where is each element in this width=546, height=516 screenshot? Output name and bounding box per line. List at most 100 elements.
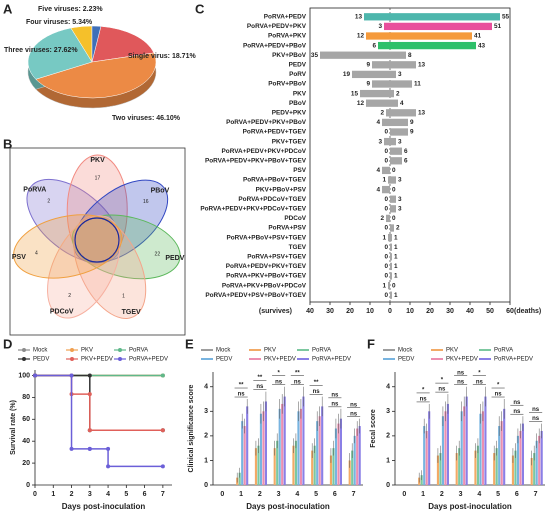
bar: [390, 109, 416, 117]
value-label: 0: [384, 263, 388, 270]
category-label: PoRVA+PEDV+PBoV: [243, 42, 307, 49]
bar: [388, 176, 390, 184]
bar: [278, 408, 281, 485]
bar: [441, 416, 444, 485]
panel-label: A: [3, 1, 13, 16]
bar: [533, 453, 536, 485]
pie-label: Single virus: 18.71%: [128, 53, 196, 60]
bar: [299, 408, 302, 485]
significance-label: ns: [275, 379, 283, 385]
bar: [390, 89, 394, 98]
bar: [334, 428, 337, 485]
x-tick-label: 5: [124, 491, 128, 498]
significance-label: ns: [420, 397, 428, 403]
value-label: 3: [378, 138, 382, 145]
bar: [254, 448, 257, 485]
bar: [390, 205, 396, 213]
x-tick-label: 40: [306, 308, 314, 315]
x-tick-label: 4: [106, 491, 110, 498]
bar: [500, 421, 503, 485]
value-label: 1: [394, 234, 398, 241]
bar: [390, 233, 392, 242]
x-tick-label: 2: [440, 491, 444, 498]
y-tick-label: 4: [204, 384, 208, 391]
venn-set-label: PDCoV: [50, 309, 74, 316]
venn-set-label: PoRVA: [23, 186, 46, 193]
survival-line: [35, 374, 163, 431]
x-tick-label: 7: [352, 491, 356, 498]
legend-marker: [70, 357, 74, 361]
venn-count: 2: [47, 198, 50, 204]
value-label: 19: [343, 71, 351, 78]
significance-label: ns: [331, 401, 339, 407]
value-label: 0: [384, 196, 388, 203]
bar: [493, 453, 496, 485]
bar: [351, 450, 354, 485]
y-tick-label: 60: [22, 416, 30, 423]
bar: [353, 435, 356, 485]
category-label: PoRVA+PKV+PBoV+TGEV: [226, 273, 307, 280]
bar: [455, 453, 458, 485]
bar: [530, 457, 533, 485]
significance-label: ns: [513, 409, 521, 415]
category-label: PKV: [293, 90, 307, 97]
bar: [358, 426, 361, 485]
value-label: 4: [400, 100, 404, 107]
point: [87, 428, 92, 433]
significance-label: **: [239, 383, 244, 389]
bar: [283, 396, 286, 485]
bar: [386, 214, 390, 223]
bar: [348, 460, 351, 485]
legend-label: PoRVA: [129, 348, 148, 354]
bar: [388, 281, 390, 290]
x-axis-title: Days post-inoculation: [62, 502, 146, 511]
legend-label: PoRVA: [494, 348, 513, 354]
bar: [386, 109, 390, 117]
significance-label: ns: [331, 392, 339, 398]
bar: [366, 99, 390, 107]
bar: [514, 450, 517, 485]
x-axis-label: (deaths): [514, 308, 541, 315]
category-label: PoRVA+PEDV+PKV+PDCoV: [222, 148, 307, 155]
category-label: TGEV: [289, 244, 307, 251]
significance-label: ns: [532, 407, 540, 413]
x-tick-label: 30: [446, 308, 454, 315]
value-label: 13: [418, 61, 426, 68]
value-label: 1: [394, 253, 398, 260]
category-label: PoRVA+PEDV+PKV: [247, 23, 307, 30]
y-axis-title: Survival rate (%): [10, 400, 17, 455]
y-tick-label: 2: [204, 433, 208, 440]
significance-label: ns: [438, 387, 446, 393]
category-label: PoRVA+PKV+PBoV+PDCoV: [222, 282, 307, 289]
value-label: 0: [384, 129, 388, 136]
significance-label: ns: [495, 392, 503, 398]
y-tick-label: 80: [22, 394, 30, 401]
value-label: 9: [366, 81, 370, 88]
point: [160, 428, 165, 433]
value-label: 1: [382, 177, 386, 184]
bar: [498, 426, 501, 485]
category-label: PoRVA+PBoV+PSV+TGEV: [227, 234, 307, 241]
value-label: 0: [384, 273, 388, 280]
value-label: 4: [376, 119, 380, 126]
legend-swatch: [201, 358, 213, 360]
bar: [390, 253, 392, 261]
significance-label: ns: [313, 389, 321, 395]
value-label: 1: [382, 234, 386, 241]
value-label: 4: [376, 167, 380, 174]
venn-count: 1: [122, 293, 125, 299]
bar: [302, 396, 305, 485]
legend-swatch: [431, 349, 443, 351]
bar: [390, 61, 416, 69]
bar: [273, 448, 276, 485]
category-label: PoRVA+PEDV+PKV+TGEV: [226, 263, 307, 270]
legend-label: PEDV: [33, 357, 49, 363]
bar: [390, 137, 396, 146]
venn-set-label: PBoV: [151, 187, 170, 194]
bar: [262, 411, 265, 485]
legend-swatch: [249, 349, 261, 351]
x-tick-label: 0: [388, 308, 392, 315]
value-label: 0: [392, 167, 396, 174]
value-label: 6: [404, 157, 408, 164]
bar: [481, 411, 484, 485]
